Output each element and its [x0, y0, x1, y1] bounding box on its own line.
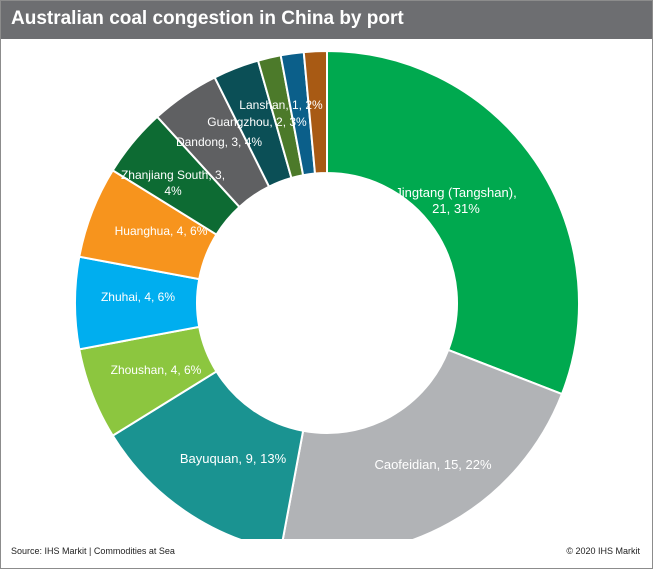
slice-label-caofeidian: Caofeidian, 15, 22%	[374, 457, 492, 472]
slice-label-zhoushan: Zhoushan, 4, 6%	[111, 363, 202, 377]
donut-chart: Jingtang (Tangshan), 21, 31% Caofeidian, 1…	[74, 49, 580, 539]
source-note: Source: IHS Markit | Commodities at Sea	[11, 546, 175, 556]
slice-label-jingtang-tangshan: Jingtang (Tangshan), 21, 31%	[395, 185, 516, 216]
slice-label-bayuquan: Bayuquan, 9, 13%	[180, 451, 287, 466]
slice-caofeidian	[281, 348, 564, 539]
chart-title: Australian coal congestion in China by p…	[11, 8, 404, 29]
copyright-note: © 2020 IHS Markit	[566, 546, 640, 556]
slice-jingtang-tangshan	[326, 49, 580, 396]
slice-label-zhanjiang-south: Zhanjiang South, 3, 4%	[121, 168, 225, 198]
slice-label-dandong: Dandong, 3, 4%	[176, 135, 262, 149]
slice-label-guangzhou: Guangzhou, 2, 3%	[207, 115, 307, 129]
slice-other	[302, 49, 328, 175]
title-bar: Australian coal congestion in China by p…	[1, 1, 652, 39]
slice-label-lanshan: Lanshan, 1, 2%	[239, 98, 323, 112]
slice-label-huanghua: Huanghua, 4, 6%	[115, 224, 208, 238]
slice-label-zhuhai: Zhuhai, 4, 6%	[101, 290, 175, 304]
